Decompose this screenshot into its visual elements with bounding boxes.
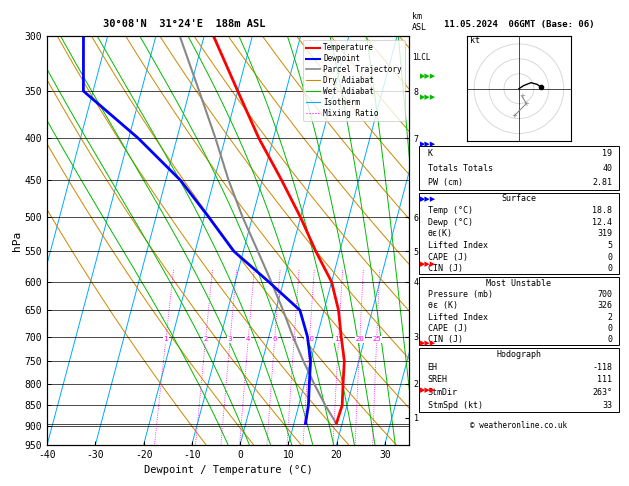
Text: 700: 700 xyxy=(598,290,613,299)
Text: 20: 20 xyxy=(355,336,364,342)
Text: 0: 0 xyxy=(608,264,613,273)
Text: © weatheronline.co.uk: © weatheronline.co.uk xyxy=(470,420,567,430)
Text: -118: -118 xyxy=(593,363,613,372)
Text: 5: 5 xyxy=(608,241,613,250)
Text: 19: 19 xyxy=(603,149,613,158)
Text: θε (K): θε (K) xyxy=(428,301,457,310)
Text: 8: 8 xyxy=(292,336,296,342)
Text: CIN (J): CIN (J) xyxy=(428,264,462,273)
Text: Surface: Surface xyxy=(501,194,537,204)
Legend: Temperature, Dewpoint, Parcel Trajectory, Dry Adiabat, Wet Adiabat, Isotherm, Mi: Temperature, Dewpoint, Parcel Trajectory… xyxy=(303,40,405,121)
Text: 3: 3 xyxy=(228,336,232,342)
Text: 111: 111 xyxy=(598,375,613,384)
Text: 0: 0 xyxy=(608,324,613,333)
Text: ▶▶▶: ▶▶▶ xyxy=(420,387,436,393)
Text: K: K xyxy=(428,149,433,158)
Text: StmSpd (kt): StmSpd (kt) xyxy=(428,401,482,410)
Text: 263°: 263° xyxy=(593,388,613,397)
Text: StmDir: StmDir xyxy=(428,388,457,397)
Text: CAPE (J): CAPE (J) xyxy=(428,253,467,261)
Text: EH: EH xyxy=(428,363,438,372)
Text: ▶▶▶: ▶▶▶ xyxy=(420,73,436,79)
Text: ▶▶▶: ▶▶▶ xyxy=(420,141,436,148)
Bar xyxy=(420,278,618,345)
Text: 2: 2 xyxy=(608,312,613,322)
Text: +: + xyxy=(523,101,530,106)
Text: 40: 40 xyxy=(603,164,613,173)
Text: 0: 0 xyxy=(608,335,613,344)
Text: kt: kt xyxy=(470,35,480,45)
Text: +: + xyxy=(519,93,525,99)
Text: 1: 1 xyxy=(164,336,168,342)
Text: CIN (J): CIN (J) xyxy=(428,335,462,344)
Text: 12.4: 12.4 xyxy=(593,218,613,226)
Text: Totals Totals: Totals Totals xyxy=(428,164,493,173)
Text: ▶▶▶: ▶▶▶ xyxy=(420,94,436,100)
Text: Hodograph: Hodograph xyxy=(496,350,542,359)
Y-axis label: hPa: hPa xyxy=(12,230,22,251)
Bar xyxy=(420,348,618,412)
Text: 25: 25 xyxy=(372,336,381,342)
Text: Pressure (mb): Pressure (mb) xyxy=(428,290,493,299)
Text: Temp (°C): Temp (°C) xyxy=(428,206,472,215)
Text: +: + xyxy=(511,113,518,119)
Text: ▶▶▶: ▶▶▶ xyxy=(420,261,436,267)
Text: 2.81: 2.81 xyxy=(593,178,613,187)
X-axis label: Dewpoint / Temperature (°C): Dewpoint / Temperature (°C) xyxy=(143,465,313,475)
Text: 326: 326 xyxy=(598,301,613,310)
Bar xyxy=(420,146,618,190)
Text: Dewp (°C): Dewp (°C) xyxy=(428,218,472,226)
Text: 15: 15 xyxy=(334,336,343,342)
Text: Lifted Index: Lifted Index xyxy=(428,241,487,250)
Text: 1LCL: 1LCL xyxy=(413,53,431,62)
Text: 6: 6 xyxy=(272,336,277,342)
Text: θε(K): θε(K) xyxy=(428,229,453,238)
Text: 30°08'N  31°24'E  188m ASL: 30°08'N 31°24'E 188m ASL xyxy=(103,19,266,29)
Bar xyxy=(420,193,618,275)
Text: ▶▶▶: ▶▶▶ xyxy=(420,340,436,346)
Text: 0: 0 xyxy=(608,253,613,261)
Text: ▶▶▶: ▶▶▶ xyxy=(420,196,436,202)
Text: PW (cm): PW (cm) xyxy=(428,178,462,187)
Text: 319: 319 xyxy=(598,229,613,238)
Text: SREH: SREH xyxy=(428,375,448,384)
Text: km
ASL: km ASL xyxy=(412,12,427,32)
Text: 4: 4 xyxy=(246,336,250,342)
Text: 11.05.2024  06GMT (Base: 06): 11.05.2024 06GMT (Base: 06) xyxy=(443,20,594,29)
Text: CAPE (J): CAPE (J) xyxy=(428,324,467,333)
Text: Most Unstable: Most Unstable xyxy=(486,278,552,288)
Text: 33: 33 xyxy=(603,401,613,410)
Text: Lifted Index: Lifted Index xyxy=(428,312,487,322)
Text: 2: 2 xyxy=(203,336,208,342)
Text: 18.8: 18.8 xyxy=(593,206,613,215)
Text: 10: 10 xyxy=(305,336,314,342)
